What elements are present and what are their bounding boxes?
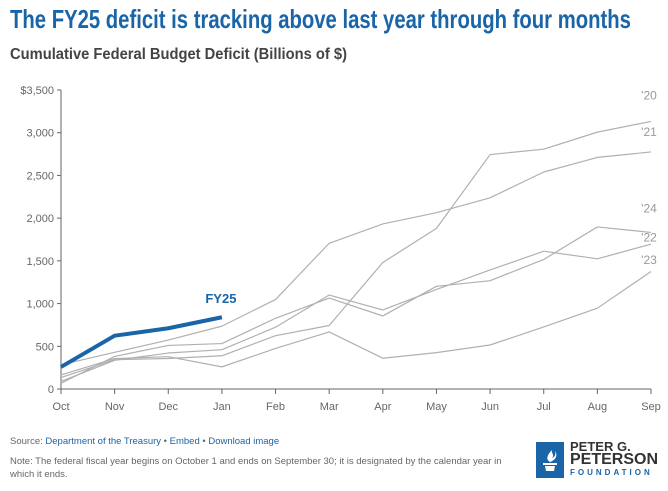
footnote: Note: The federal fiscal year begins on … [10, 456, 502, 480]
source-line: Source: Department of the Treasury • Emb… [10, 436, 279, 447]
y-tick-label: 3,000 [26, 128, 54, 140]
y-tick-label: 2,000 [26, 213, 54, 225]
x-tick-label: Jul [537, 401, 551, 413]
chart-title: The FY25 deficit is tracking above last … [10, 4, 631, 34]
torch-icon [536, 441, 564, 478]
series-label: FY25 [205, 291, 236, 306]
series-label: '23 [641, 253, 657, 267]
x-tick-label: Oct [52, 401, 69, 413]
y-tick-label: 1,000 [26, 299, 54, 311]
x-tick-label: Aug [588, 401, 608, 413]
series-line-fy20 [60, 120, 652, 379]
embed-link[interactable]: Embed [169, 436, 200, 447]
series-line-fy22 [60, 271, 652, 376]
series-label: '21 [641, 125, 657, 139]
x-tick-label: Mar [320, 401, 339, 413]
peterson-foundation-logo: PETER G. PETERSON FOUNDATION [536, 440, 658, 479]
logo-line1: PETER G. [570, 439, 631, 454]
series-label: '22 [641, 231, 657, 245]
x-tick-label: May [426, 401, 447, 413]
y-tick-label: $3,500 [20, 85, 54, 97]
y-tick-label: 0 [48, 384, 54, 396]
series-line-fy23 [60, 243, 652, 383]
download-image-link[interactable]: Download image [208, 436, 280, 447]
source-label: Source: [10, 436, 43, 447]
chart-subtitle: Cumulative Federal Budget Deficit (Billi… [10, 46, 347, 63]
series-label: '20 [641, 88, 657, 102]
series-line-FY25 [59, 315, 223, 369]
bullet: • [163, 436, 170, 447]
x-tick-label: Feb [266, 401, 285, 413]
series-label: '24 [641, 201, 657, 215]
x-tick-label: Apr [374, 401, 391, 413]
logo-line2: PETERSON [570, 451, 659, 468]
bullet: • [202, 436, 209, 447]
x-tick-label: Jan [213, 401, 231, 413]
x-tick-label: Nov [105, 401, 125, 413]
x-tick-label: Dec [158, 401, 178, 413]
y-tick-label: 1,500 [26, 256, 54, 268]
x-tick-label: Sep [641, 401, 661, 413]
source-link[interactable]: Department of the Treasury [45, 436, 162, 447]
y-tick-label: 2,500 [26, 170, 54, 182]
series-line-fy24 [60, 226, 652, 384]
x-tick-label: Jun [481, 401, 499, 413]
logo-line3: FOUNDATION [570, 468, 653, 477]
line-chart: 0 500 1,000 1,500 2,000 2,500 3,000 $3,500 Oct No… [20, 85, 661, 413]
series-line-fy21 [60, 151, 652, 366]
y-tick-label: 500 [36, 341, 54, 353]
